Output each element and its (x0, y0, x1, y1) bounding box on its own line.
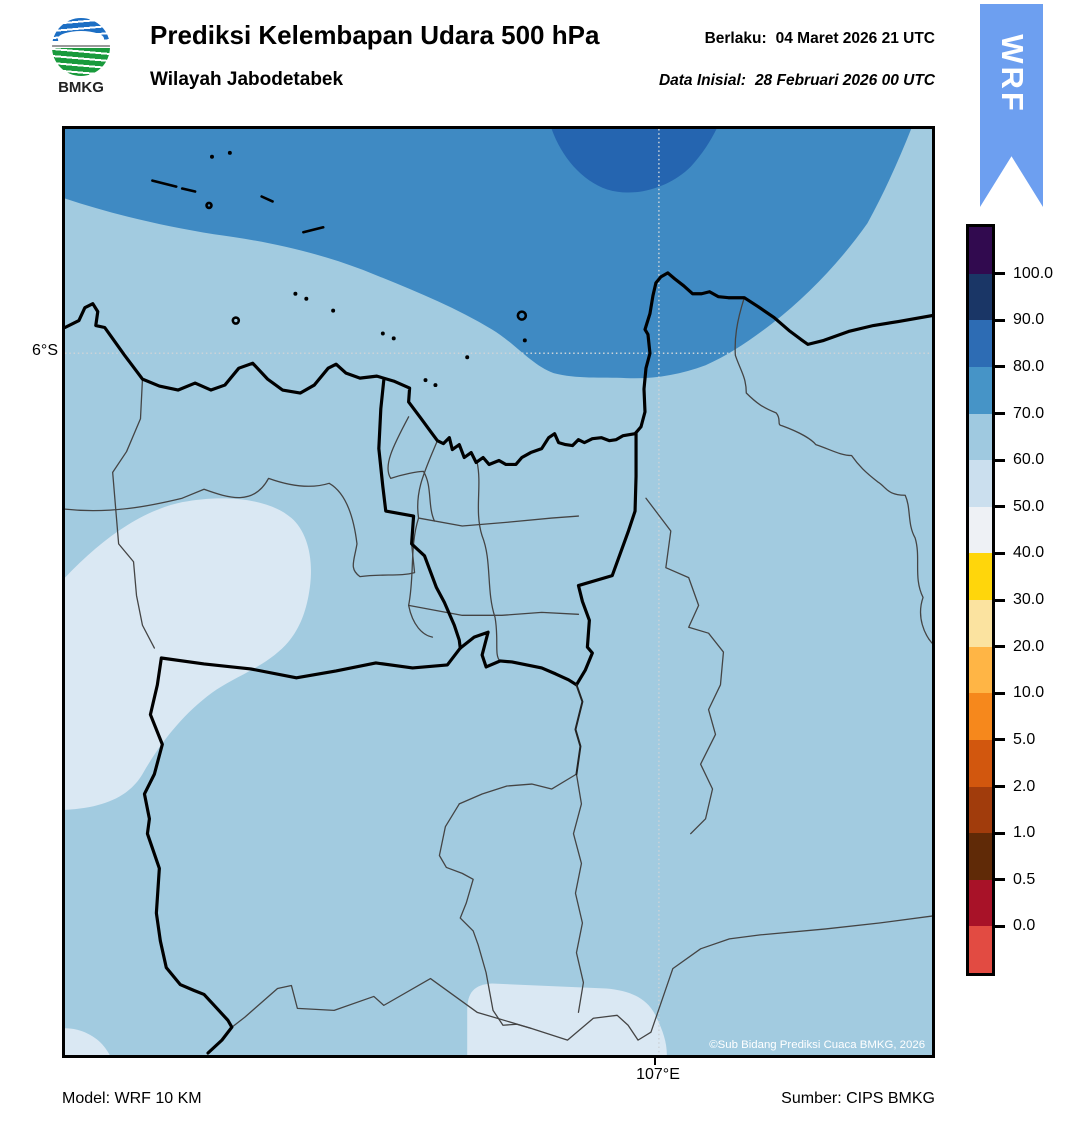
colorbar-tick (995, 878, 1005, 882)
colorbar-tick (995, 551, 1005, 555)
islet-dots (209, 150, 527, 388)
district-boundary (112, 378, 156, 649)
district-boundary (231, 915, 932, 1041)
colorbar-tick (995, 645, 1005, 649)
colorbar-segment (969, 413, 992, 461)
rh-contour-50-60-west (65, 498, 311, 810)
model-info: Model: WRF 10 KM (62, 1090, 202, 1107)
province-boundary-west (377, 378, 462, 650)
colorbar-segment (969, 273, 992, 321)
map-canvas: ©Sub Bidang Prediksi Cuaca BMKG, 2026 (65, 129, 932, 1055)
init-time-value: 28 Februari 2026 00 UTC (754, 72, 935, 89)
valid-time-value: 04 Maret 2026 21 UTC (775, 30, 935, 47)
colorbar-tick-label: 10.0 (1013, 684, 1045, 702)
colorbar-segment (969, 506, 992, 554)
wrf-ribbon-text: WRF (994, 34, 1030, 114)
colorbar-segment (969, 600, 992, 647)
colorbar-segment (969, 786, 992, 834)
init-time: Data Inisial: 28 Februari 2026 00 UTC (659, 72, 935, 90)
colorbar-tick (995, 365, 1005, 369)
logo-land (52, 48, 110, 76)
colorbar-tick-label: 5.0 (1013, 730, 1036, 748)
colorbar-tick-label: 40.0 (1013, 544, 1045, 562)
colorbar-tick (995, 831, 1005, 835)
colorbar-segment (969, 366, 992, 414)
colorbar-tick (995, 598, 1005, 602)
district-boundary (407, 604, 580, 616)
rh-contour-50-60-south (467, 983, 667, 1055)
colorbar-segment (969, 926, 992, 973)
colorbar-tick-label: 0.0 (1013, 917, 1036, 935)
district-boundary (387, 416, 436, 522)
colorbar (966, 224, 995, 976)
logo-text: BMKG (58, 79, 104, 96)
colorbar-tick (995, 412, 1005, 415)
colorbar-tick (995, 318, 1005, 322)
district-boundary (458, 773, 578, 805)
district-boundary (438, 803, 532, 1029)
valid-time: Berlaku: 04 Maret 2026 21 UTC (705, 30, 935, 48)
rh-contour-80-90 (551, 129, 717, 193)
colorbar-tick (995, 785, 1005, 788)
district-boundary (645, 497, 725, 835)
colorbar-tick-label: 70.0 (1013, 404, 1045, 422)
bmkg-logo (52, 18, 110, 76)
colorbar-tick (995, 458, 1005, 462)
valid-time-label: Berlaku: (704, 30, 767, 47)
logo-horizon (52, 45, 110, 48)
jakarta-south-boundary (458, 630, 579, 687)
weather-map: ©Sub Bidang Prediksi Cuaca BMKG, 2026 (62, 126, 935, 1058)
province-boundary-banten (142, 646, 462, 1055)
colorbar-segment (969, 693, 992, 740)
colorbar-segment (969, 833, 992, 880)
wrf-ribbon-badge: WRF (980, 4, 1043, 207)
boundary-south-of-jakarta (574, 683, 584, 776)
district-boundary (417, 515, 580, 527)
lon-axis-tick (654, 1058, 656, 1065)
colorbar-segment (969, 646, 992, 694)
jakarta-east-boundary (574, 432, 638, 687)
district-boundary (65, 477, 416, 578)
source-info: Sumber: CIPS BMKG (781, 1090, 935, 1107)
init-time-label: Data Inisial: (658, 72, 746, 89)
map-copyright: ©Sub Bidang Prediksi Cuaca BMKG, 2026 (709, 1039, 925, 1051)
coastline (65, 271, 932, 467)
colorbar-tick (995, 924, 1005, 928)
page-title: Prediksi Kelembapan Udara 500 hPa (150, 20, 600, 50)
colorbar-tick-label: 0.5 (1013, 870, 1036, 888)
colorbar-tick-label: 2.0 (1013, 777, 1036, 795)
colorbar-segment (969, 553, 992, 600)
colorbar-tick-label: 60.0 (1013, 451, 1045, 469)
colorbar-segment (969, 879, 992, 927)
rh-contour-50-60-sw-corner (65, 1028, 110, 1055)
colorbar-tick (995, 691, 1005, 695)
colorbar-tick-label: 100.0 (1013, 264, 1054, 282)
river-citarum (734, 297, 932, 644)
colorbar-tick (995, 738, 1005, 742)
district-boundary (476, 461, 501, 662)
colorbar-segment (969, 739, 992, 787)
logo-cloud (57, 30, 105, 46)
colorbar-tick-label: 1.0 (1013, 824, 1036, 842)
colorbar-tick-label: 30.0 (1013, 591, 1045, 608)
lon-axis-label: 107°E (636, 1066, 680, 1083)
lat-axis-label: 6°S (32, 342, 58, 359)
colorbar-tick-label: 20.0 (1013, 637, 1045, 655)
colorbar-tick-label: 50.0 (1013, 497, 1045, 515)
colorbar-tick (995, 505, 1005, 509)
rh-contour-70-80 (65, 129, 912, 379)
district-boundary (572, 773, 585, 1013)
colorbar-tick (995, 272, 1005, 276)
colorbar-tick-label: 80.0 (1013, 357, 1045, 375)
colorbar-segment (969, 460, 992, 507)
district-boundary (407, 439, 439, 638)
colorbar-segment (969, 227, 992, 274)
colorbar-tick-label: 90.0 (1013, 311, 1045, 329)
islands (151, 179, 528, 325)
colorbar-segment (969, 320, 992, 367)
page-subtitle: Wilayah Jabodetabek (150, 69, 344, 90)
